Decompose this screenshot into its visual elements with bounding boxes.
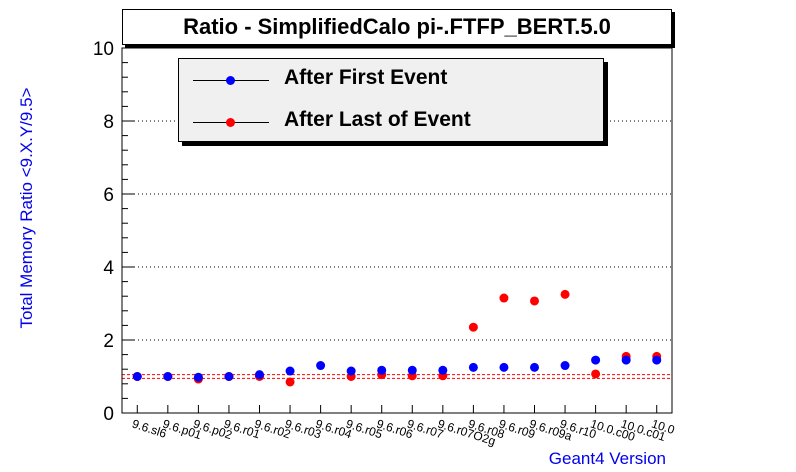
data-point-last-event-12	[499, 293, 509, 303]
x-tick-label-17: 10.0	[650, 417, 677, 438]
data-point-first-event-2	[193, 372, 203, 382]
legend-label-first-event: After First Event	[284, 66, 448, 89]
x-axis-label: Geant4 Version	[548, 449, 666, 468]
data-point-first-event-13	[530, 362, 539, 372]
data-point-first-event-14	[560, 361, 570, 371]
data-point-last-event-11	[468, 322, 478, 332]
data-point-first-event-8	[377, 365, 387, 375]
data-point-first-event-6	[316, 361, 326, 371]
chart-title: Ratio - SimplifiedCalo pi-.FTFP_BERT.5.0	[183, 14, 611, 39]
y-tick-label-1: 2	[103, 331, 114, 352]
data-point-first-event-17	[652, 355, 662, 365]
legend-label-last-event: After Last of Event	[284, 108, 471, 131]
data-point-first-event-10	[438, 365, 448, 375]
data-point-last-event-13	[530, 296, 539, 306]
data-point-first-event-9	[407, 365, 417, 375]
legend-entry-first-event: After First Event	[179, 59, 603, 99]
data-point-first-event-0	[132, 372, 142, 381]
data-point-first-event-1	[163, 372, 173, 381]
y-tick-label-4: 8	[103, 112, 114, 133]
y-tick-label-0: 0	[103, 404, 114, 425]
plot-frame	[121, 47, 673, 414]
legend: After First Event After Last of Event	[178, 58, 604, 142]
data-point-last-event-15	[591, 369, 601, 379]
legend-marker-first-event	[226, 76, 235, 85]
data-point-first-event-3	[224, 372, 234, 381]
data-point-last-event-14	[560, 289, 570, 299]
chart-title-box: Ratio - SimplifiedCalo pi-.FTFP_BERT.5.0	[122, 9, 672, 45]
y-tick-label-3: 6	[103, 185, 114, 206]
data-point-first-event-5	[285, 366, 295, 376]
data-point-first-event-4	[255, 370, 264, 380]
legend-marker-last-event	[226, 118, 235, 127]
data-point-last-event-5	[285, 377, 295, 387]
data-point-first-event-15	[591, 355, 601, 365]
y-axis-label: Total Memory Ratio <9.X.Y/9.5>	[17, 87, 36, 329]
data-point-first-event-11	[468, 362, 478, 372]
data-point-first-event-7	[346, 366, 356, 376]
y-tick-label-5: 10	[93, 39, 114, 60]
data-point-first-event-12	[499, 362, 509, 372]
y-tick-label-2: 4	[103, 258, 114, 279]
legend-entry-last-event: After Last of Event	[179, 101, 603, 141]
data-point-first-event-16	[621, 355, 631, 365]
